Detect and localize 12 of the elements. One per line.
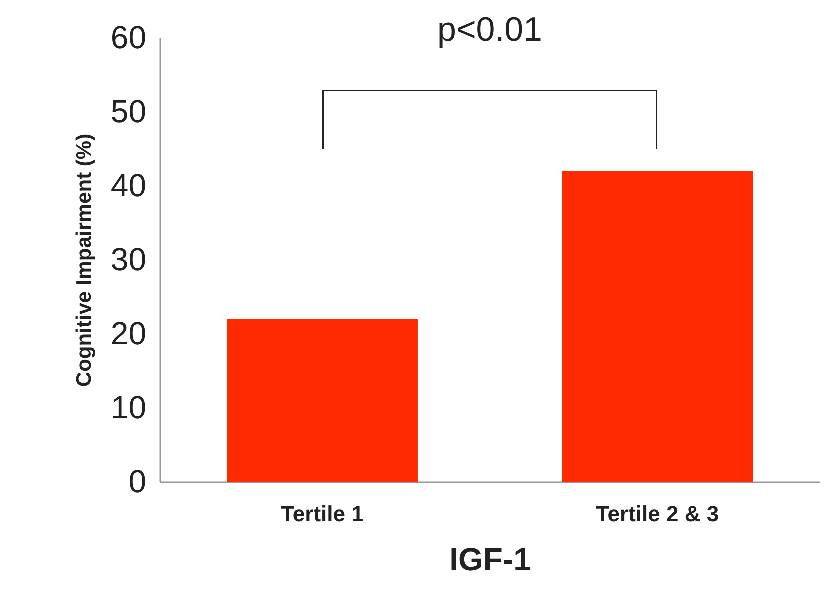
- y-tick-label: 10: [110, 390, 146, 426]
- y-tick-label: 50: [110, 94, 146, 130]
- y-tick-label: 40: [110, 168, 146, 204]
- y-tick-label: 30: [110, 242, 146, 278]
- x-axis-title: IGF-1: [450, 542, 532, 578]
- annotation: p<0.01: [438, 11, 542, 49]
- y-tick-label: 0: [128, 464, 146, 500]
- x-tick-label: Tertile 2 & 3: [596, 502, 720, 526]
- y-tick-label: 20: [110, 316, 146, 352]
- x-tick-label: Tertile 1: [281, 502, 364, 526]
- y-axis-title: Cognitive Impairment (%): [72, 134, 96, 388]
- y-tick-label: 60: [110, 20, 146, 56]
